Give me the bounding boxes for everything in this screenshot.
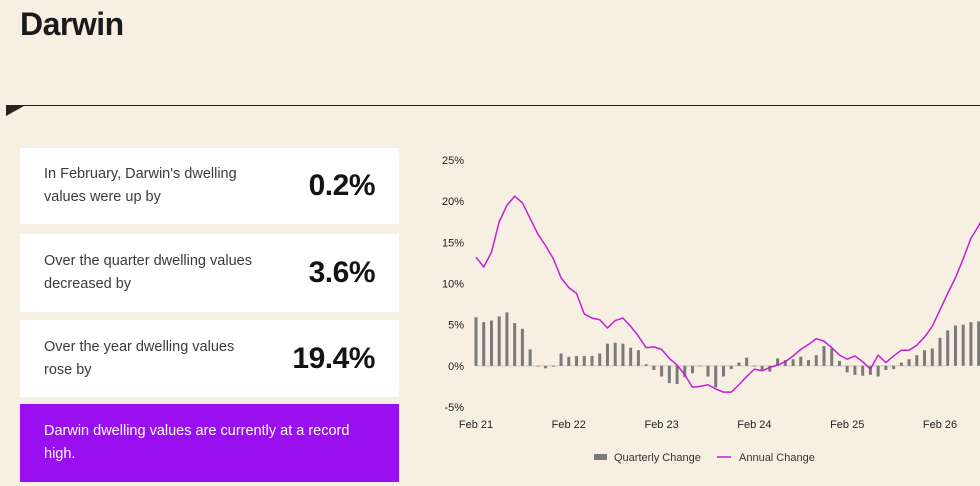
quarterly-change-bar <box>776 358 780 366</box>
stat-month-text: In February, Darwin's dwelling values we… <box>44 166 237 205</box>
quarterly-change-bar <box>822 346 826 366</box>
quarterly-change-bar <box>559 353 563 366</box>
quarterly-change-bar <box>482 322 486 366</box>
quarterly-change-bar <box>837 360 841 366</box>
quarterly-change-bar <box>861 365 865 376</box>
quarterly-change-bar <box>729 365 733 370</box>
y-tick-label: 5% <box>448 320 464 332</box>
quarterly-change-bar <box>868 365 872 375</box>
quarterly-change-bar <box>814 355 818 366</box>
quarterly-change-bar <box>923 350 927 366</box>
quarterly-change-bar <box>660 365 664 377</box>
quarterly-change-bar <box>807 360 811 366</box>
quarterly-change-bar <box>783 360 787 366</box>
quarterly-change-bar <box>528 349 532 366</box>
quarterly-change-bar <box>721 365 725 377</box>
x-tick-label: Feb 24 <box>737 419 771 431</box>
quarterly-change-bar <box>714 365 718 388</box>
quarterly-change-bar <box>745 357 749 366</box>
quarterly-change-bar <box>474 317 478 366</box>
divider-notch <box>6 106 24 116</box>
quarterly-change-bar <box>489 320 493 366</box>
quarterly-change-bar <box>961 324 965 366</box>
quarterly-change-bar <box>799 356 803 366</box>
quarterly-change-bar <box>667 365 671 384</box>
stat-year-value: 19.4% <box>292 341 375 375</box>
legend-annual-label: Annual Change <box>739 452 815 464</box>
stat-quarter-text: Over the quarter dwelling values decreas… <box>44 253 252 292</box>
quarterly-change-bar <box>621 343 625 366</box>
y-tick-label: 25% <box>442 155 464 167</box>
dwelling-values-chart: 25% 20% 15% 10% 5% 0% -5% Feb 21 Feb 22 Feb 23 Feb… <box>420 140 980 486</box>
stat-card-quarter: Over the quarter dwelling values decreas… <box>20 234 399 312</box>
quarterly-change-bar <box>737 362 741 366</box>
quarterly-change-bar <box>791 359 795 366</box>
x-tick-label: Feb 21 <box>459 419 493 431</box>
y-tick-label: 0% <box>448 361 464 373</box>
quarterly-change-bar <box>644 364 648 366</box>
quarterly-change-bar <box>536 365 540 367</box>
quarterly-change-bar <box>636 350 640 366</box>
quarterly-change-bar <box>953 325 957 366</box>
record-high-banner: Darwin dwelling values are currently at … <box>20 404 399 482</box>
quarterly-change-bar <box>629 347 633 366</box>
quarterly-change-bar <box>977 321 980 366</box>
quarterly-change-bar <box>915 355 919 366</box>
quarterly-change-bar <box>845 365 849 373</box>
quarterly-change-bar <box>613 342 617 366</box>
quarterly-change-bar <box>683 365 687 378</box>
y-tick-label: -5% <box>444 402 464 414</box>
quarterly-change-bar <box>876 365 880 377</box>
x-tick-label: Feb 25 <box>830 419 864 431</box>
quarterly-change-bar <box>892 365 896 370</box>
stat-card-year: Over the year dwelling values rose by 19… <box>20 320 399 397</box>
quarterly-change-bar <box>899 362 903 366</box>
quarterly-change-bar <box>691 365 695 374</box>
quarterly-change-bar <box>497 316 501 366</box>
quarterly-change-bar <box>551 365 555 367</box>
annual-change-line <box>475 195 980 393</box>
quarterly-change-bar <box>598 353 602 366</box>
quarterly-change-bar <box>520 328 524 366</box>
quarterly-change-bar <box>605 343 609 366</box>
legend-quarterly-label: Quarterly Change <box>614 452 701 464</box>
stat-year-text: Over the year dwelling values rose by <box>44 338 235 378</box>
y-tick-label: 20% <box>442 196 464 208</box>
legend-quarterly-swatch <box>594 454 607 460</box>
quarterly-change-bar <box>907 359 911 366</box>
quarterly-change-bar <box>969 322 973 366</box>
x-tick-label: Feb 22 <box>552 419 586 431</box>
x-tick-label: Feb 23 <box>644 419 678 431</box>
x-tick-label: Feb 26 <box>923 419 957 431</box>
quarterly-change-bar <box>760 365 764 370</box>
stat-quarter-value: 3.6% <box>308 256 376 289</box>
quarterly-change-bar <box>930 348 934 366</box>
stat-card-month: In February, Darwin's dwelling values we… <box>20 148 399 224</box>
quarterly-change-bar <box>698 365 702 367</box>
quarterly-change-bar <box>752 365 756 367</box>
quarterly-change-bar <box>582 355 586 366</box>
y-tick-label: 10% <box>442 279 464 291</box>
quarterly-change-bar <box>675 365 679 384</box>
quarterly-change-bar <box>652 365 656 370</box>
quarterly-change-bar <box>567 356 571 366</box>
quarterly-change-bar <box>768 365 772 372</box>
quarterly-change-bar <box>946 330 950 366</box>
record-high-text: Darwin dwelling values are currently at … <box>44 423 350 462</box>
stat-month-value: 0.2% <box>308 169 376 202</box>
quarterly-change-bar <box>513 323 517 366</box>
quarterly-change-bar <box>830 348 834 366</box>
quarterly-change-bar <box>575 355 579 366</box>
chart-svg: 25% 20% 15% 10% 5% 0% -5% Feb 21 Feb 22 Feb 23 Feb… <box>442 155 980 464</box>
quarterly-change-bar <box>884 365 888 370</box>
quarterly-change-bar <box>853 365 857 375</box>
page-title: Darwin <box>20 6 124 42</box>
section-divider <box>6 105 980 106</box>
quarterly-change-bar <box>544 365 548 369</box>
quarterly-change-bar <box>938 337 942 366</box>
quarterly-change-bar <box>505 312 509 366</box>
y-tick-label: 15% <box>442 237 464 249</box>
quarterly-change-bar <box>706 365 710 377</box>
quarterly-change-bar <box>590 355 594 366</box>
